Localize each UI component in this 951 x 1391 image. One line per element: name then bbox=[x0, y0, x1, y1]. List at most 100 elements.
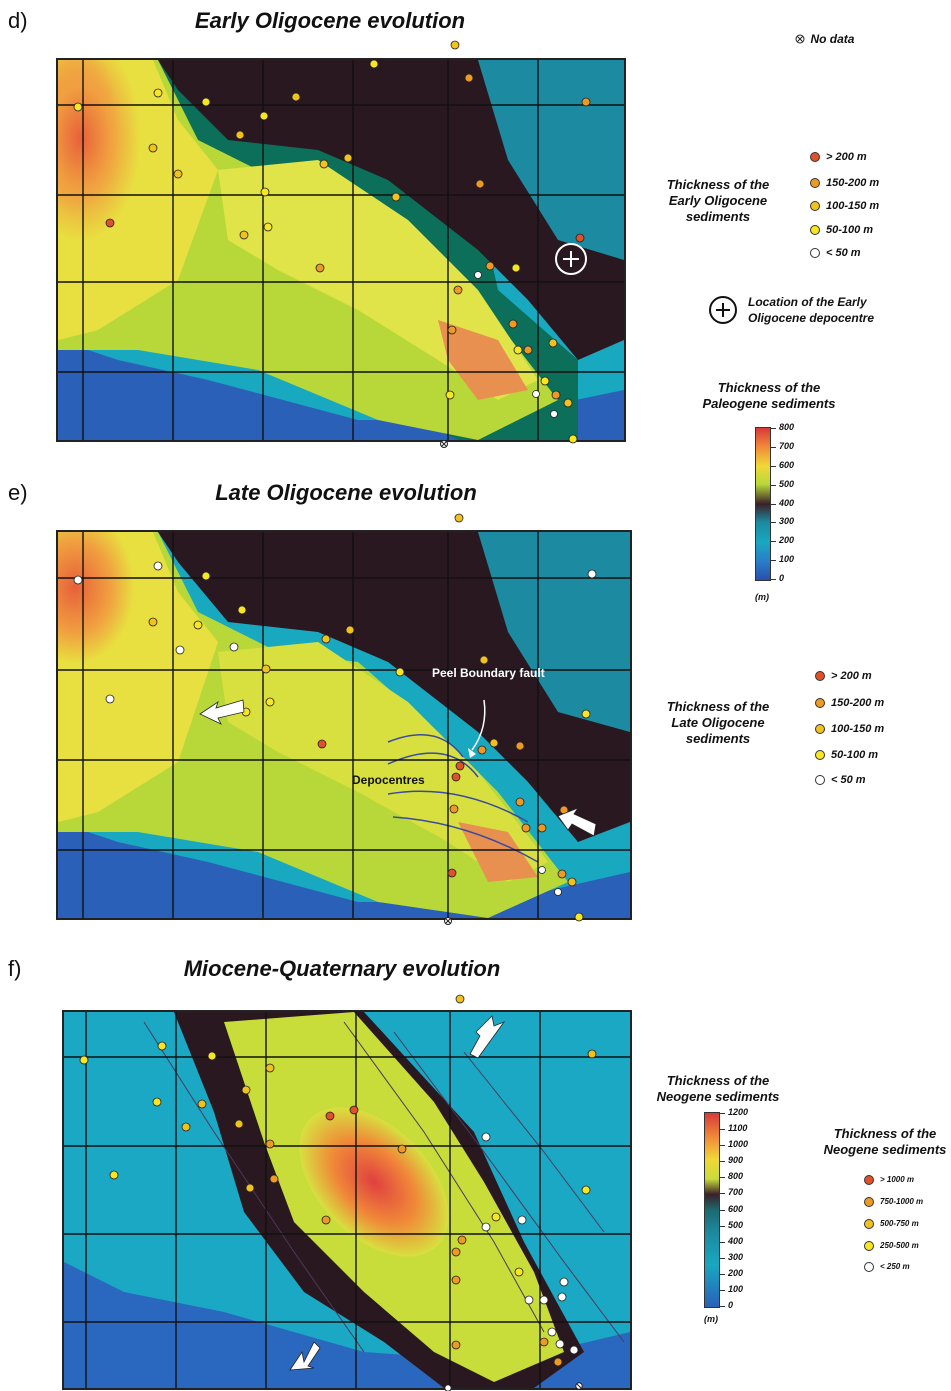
movement-arrow-sw bbox=[289, 1341, 321, 1371]
legend-dot bbox=[815, 750, 825, 761]
no-data-marker-d bbox=[440, 440, 448, 448]
legend-early-class-3: 100-150 m bbox=[810, 200, 879, 212]
legend-dot bbox=[815, 671, 825, 682]
paleogene-bar-label: Thickness of the Paleogene sediments bbox=[702, 380, 836, 411]
colorbar-tick-mark bbox=[720, 1161, 725, 1163]
colorbar-tick-mark bbox=[771, 579, 776, 580]
legend-early-class-5: < 50 m bbox=[810, 247, 861, 259]
colorbar-tick-label: 1000 bbox=[728, 1139, 749, 1150]
colorbar-tick-label: 200 bbox=[728, 1267, 744, 1278]
legend-dot bbox=[815, 698, 825, 709]
map-miocene-quaternary bbox=[62, 1010, 632, 1390]
no-data-marker-f1 bbox=[444, 1384, 452, 1391]
colorbar-tick-mark bbox=[720, 1193, 725, 1195]
colorbar-tick-mark bbox=[720, 1145, 725, 1147]
colorbar-tick-mark bbox=[771, 465, 776, 467]
colorbar-tick-mark bbox=[771, 446, 776, 448]
legend-dot bbox=[864, 1175, 874, 1185]
legend-dot bbox=[810, 152, 820, 163]
colorbar-tick-label: 400 bbox=[779, 497, 795, 508]
legend-dot bbox=[810, 225, 820, 236]
colorbar-tick-label: 200 bbox=[779, 535, 795, 546]
colorbar-tick-mark bbox=[720, 1306, 725, 1307]
legend-dot bbox=[810, 248, 820, 259]
colorbar-tick-mark bbox=[720, 1129, 725, 1131]
neogene-colorbar bbox=[704, 1112, 720, 1308]
panel-title-f: Miocene-Quaternary evolution bbox=[183, 956, 501, 981]
panel-title-e: Late Oligocene evolution bbox=[215, 480, 477, 505]
colorbar-tick-label: 0 bbox=[779, 573, 785, 583]
colorbar-tick-label: 600 bbox=[728, 1203, 744, 1214]
colorbar-tick-label: 500 bbox=[779, 478, 795, 489]
legend-dot bbox=[864, 1219, 874, 1229]
legend-early-label: Thickness of the Early Oligocene sedimen… bbox=[666, 177, 770, 224]
legend-neogene-class-3: 500-750 m bbox=[864, 1219, 919, 1229]
legend-dot bbox=[864, 1262, 874, 1272]
paleogene-colorbar bbox=[755, 427, 771, 581]
no-data-label: No data bbox=[810, 32, 855, 46]
colorbar-tick-mark bbox=[720, 1257, 725, 1259]
legend-late-class-5: < 50 m bbox=[815, 774, 866, 786]
legend-neogene-class-2: 750-1000 m bbox=[864, 1197, 923, 1207]
depocentre-label: Location of the Early Oligocene depocent… bbox=[748, 295, 875, 325]
movement-arrow-se bbox=[557, 807, 597, 837]
colorbar-tick-label: 900 bbox=[728, 1155, 744, 1166]
colorbar-tick-mark bbox=[720, 1289, 725, 1291]
legend-late-class-4: 50-100 m bbox=[815, 749, 878, 761]
neogene-unit: (m) bbox=[704, 1314, 718, 1324]
colorbar-tick-mark bbox=[771, 428, 776, 429]
legend-dot bbox=[864, 1197, 874, 1207]
off-map-well-top-f bbox=[455, 994, 465, 1004]
neogene-bar-label: Thickness of the Neogene sediments bbox=[656, 1073, 780, 1104]
colorbar-tick-mark bbox=[720, 1177, 725, 1179]
colorbar-tick-label: 300 bbox=[779, 516, 795, 527]
annotation-depocentres: Depocentres bbox=[352, 773, 425, 787]
colorbar-tick-label: 1100 bbox=[728, 1123, 748, 1134]
map-early-oligocene bbox=[56, 58, 626, 442]
no-data-marker-f2 bbox=[575, 1382, 583, 1390]
legend-neogene-class-1: > 1000 m bbox=[864, 1175, 914, 1185]
legend-dot bbox=[810, 201, 820, 212]
colorbar-tick-label: 1200 bbox=[728, 1107, 749, 1117]
colorbar-tick-mark bbox=[720, 1225, 725, 1227]
colorbar-tick-label: 500 bbox=[728, 1219, 744, 1230]
movement-arrow-nw bbox=[199, 699, 245, 725]
off-map-well-bottom-d bbox=[568, 434, 578, 444]
legend-early-class-4: 50-100 m bbox=[810, 224, 873, 236]
panel-title-d: Early Oligocene evolution bbox=[194, 8, 466, 33]
colorbar-tick-mark bbox=[720, 1241, 725, 1243]
colorbar-tick-label: 800 bbox=[728, 1171, 744, 1182]
colorbar-tick-mark bbox=[771, 560, 776, 562]
map-late-oligocene bbox=[56, 530, 632, 920]
legend-neogene-label: Thickness of the Neogene sediments bbox=[823, 1126, 947, 1157]
legend-late-class-2: 150-200 m bbox=[815, 697, 884, 709]
colorbar-tick-label: 300 bbox=[728, 1251, 744, 1262]
colorbar-tick-label: 100 bbox=[779, 554, 795, 565]
colorbar-tick-label: 800 bbox=[779, 422, 795, 432]
legend-no-data: No data bbox=[794, 30, 854, 48]
fault-pointer-arrow bbox=[468, 699, 486, 758]
legend-late-class-3: 100-150 m bbox=[815, 723, 884, 735]
paleogene-unit: (m) bbox=[755, 592, 769, 602]
colorbar-tick-mark bbox=[771, 484, 776, 486]
legend-dot bbox=[864, 1241, 874, 1251]
panel-letter-e: e) bbox=[8, 480, 28, 505]
colorbar-tick-mark bbox=[720, 1113, 725, 1114]
off-map-well-top-e bbox=[454, 513, 464, 523]
legend-dot bbox=[815, 775, 825, 786]
colorbar-tick-label: 400 bbox=[728, 1235, 744, 1246]
colorbar-tick-label: 100 bbox=[728, 1283, 744, 1294]
annotation-peel-boundary-fault: Peel Boundary fault bbox=[432, 666, 545, 680]
legend-early-class-1: > 200 m bbox=[810, 151, 867, 163]
legend-dot bbox=[815, 724, 825, 735]
no-data-icon bbox=[795, 34, 805, 44]
legend-late-label: Thickness of the Late Oligocene sediment… bbox=[666, 699, 770, 746]
movement-arrow-ne bbox=[469, 1015, 506, 1059]
no-data-marker-e bbox=[444, 917, 452, 925]
colorbar-tick-label: 700 bbox=[779, 440, 795, 451]
colorbar-tick-mark bbox=[720, 1273, 725, 1275]
legend-neogene-class-4: 250-500 m bbox=[864, 1241, 919, 1251]
depocentre-icon bbox=[709, 296, 737, 324]
legend-dot bbox=[810, 178, 820, 189]
colorbar-tick-mark bbox=[771, 503, 776, 505]
